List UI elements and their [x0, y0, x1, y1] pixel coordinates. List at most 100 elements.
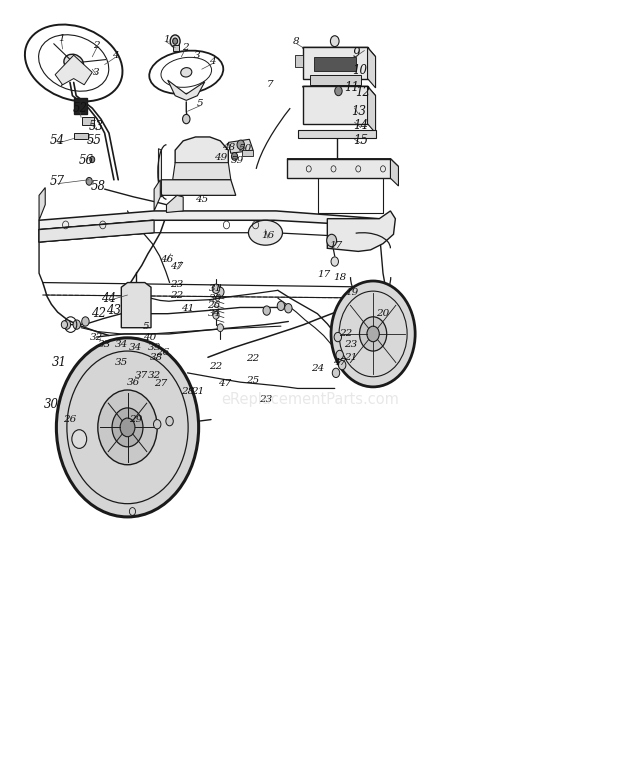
Circle shape	[330, 36, 339, 47]
Text: 1: 1	[58, 34, 64, 43]
Text: 49: 49	[214, 154, 227, 162]
Circle shape	[63, 320, 71, 329]
Circle shape	[231, 153, 237, 161]
Text: 8: 8	[293, 37, 299, 46]
Polygon shape	[168, 80, 205, 101]
Bar	[287, 159, 391, 178]
Text: 39: 39	[148, 342, 161, 352]
Text: 36: 36	[127, 378, 140, 387]
Circle shape	[82, 317, 89, 326]
Polygon shape	[287, 159, 399, 167]
Text: 32: 32	[90, 332, 103, 342]
Text: 42: 42	[91, 307, 106, 321]
Text: 29: 29	[129, 415, 142, 424]
Bar	[314, 57, 356, 71]
Text: 2: 2	[182, 43, 188, 52]
Text: 34: 34	[115, 340, 128, 349]
Text: 26: 26	[208, 301, 221, 310]
Circle shape	[154, 420, 161, 429]
Text: 25: 25	[247, 376, 260, 385]
Bar	[82, 118, 94, 126]
Circle shape	[336, 350, 343, 360]
Text: 57: 57	[50, 175, 65, 188]
Polygon shape	[368, 87, 376, 133]
Polygon shape	[39, 220, 153, 242]
Text: 55: 55	[87, 134, 102, 147]
Text: 34: 34	[208, 309, 221, 318]
Text: 4: 4	[209, 57, 216, 66]
Circle shape	[360, 317, 387, 351]
Text: 17: 17	[317, 270, 330, 279]
Polygon shape	[39, 211, 384, 229]
Circle shape	[263, 306, 270, 315]
Circle shape	[90, 157, 95, 163]
Polygon shape	[159, 149, 162, 197]
Text: 47: 47	[218, 379, 231, 388]
Ellipse shape	[64, 55, 84, 72]
Text: 1: 1	[163, 35, 170, 44]
Text: 46: 46	[160, 255, 173, 264]
Text: 54: 54	[50, 134, 65, 147]
Text: 5: 5	[143, 321, 149, 331]
Circle shape	[166, 417, 173, 426]
Ellipse shape	[180, 68, 192, 77]
Text: 34: 34	[129, 342, 142, 352]
Polygon shape	[39, 187, 45, 220]
Circle shape	[331, 257, 339, 266]
Polygon shape	[391, 159, 399, 186]
Text: 3: 3	[194, 51, 201, 60]
Text: 9: 9	[353, 47, 360, 60]
Circle shape	[327, 234, 337, 246]
Text: 52: 52	[73, 101, 87, 115]
Text: 43: 43	[106, 304, 121, 317]
Text: 17: 17	[329, 242, 343, 250]
Text: 27: 27	[154, 379, 167, 388]
Text: 19: 19	[345, 288, 359, 297]
Polygon shape	[172, 163, 231, 179]
Text: 53: 53	[89, 120, 104, 133]
Text: 10: 10	[352, 64, 367, 77]
Polygon shape	[122, 282, 151, 328]
Circle shape	[73, 320, 81, 329]
Polygon shape	[368, 48, 376, 88]
Text: 24: 24	[311, 363, 324, 373]
Circle shape	[334, 332, 342, 342]
Text: 12: 12	[355, 86, 370, 99]
Text: 4: 4	[112, 51, 118, 60]
Polygon shape	[154, 179, 161, 211]
Polygon shape	[379, 218, 384, 238]
Bar	[303, 87, 368, 124]
Circle shape	[285, 303, 292, 313]
Bar	[295, 55, 303, 67]
Text: 16: 16	[261, 232, 275, 240]
Circle shape	[120, 418, 135, 437]
Polygon shape	[167, 195, 183, 212]
Text: 45: 45	[195, 195, 208, 204]
Text: 35: 35	[115, 358, 128, 367]
Bar	[172, 45, 179, 51]
Bar	[310, 76, 361, 85]
Text: 33: 33	[98, 340, 111, 349]
Text: 23: 23	[259, 395, 272, 404]
Text: 21: 21	[343, 353, 357, 362]
Text: 11: 11	[345, 81, 360, 94]
Circle shape	[98, 390, 157, 465]
Text: 44: 44	[102, 292, 117, 305]
Text: 14: 14	[353, 119, 368, 132]
Circle shape	[339, 360, 346, 370]
Circle shape	[172, 38, 177, 44]
Text: 7: 7	[267, 80, 273, 89]
Polygon shape	[55, 55, 92, 85]
Text: 41: 41	[181, 303, 194, 313]
Text: 15: 15	[353, 134, 368, 147]
Text: 40: 40	[143, 332, 156, 342]
Bar	[303, 48, 368, 79]
Text: 20: 20	[376, 309, 389, 318]
Text: 37: 37	[135, 371, 148, 381]
Text: 3: 3	[93, 68, 100, 76]
Bar	[74, 98, 87, 114]
Text: 22: 22	[170, 290, 184, 300]
Text: 48: 48	[222, 143, 235, 151]
Polygon shape	[327, 211, 396, 251]
Circle shape	[335, 87, 342, 96]
